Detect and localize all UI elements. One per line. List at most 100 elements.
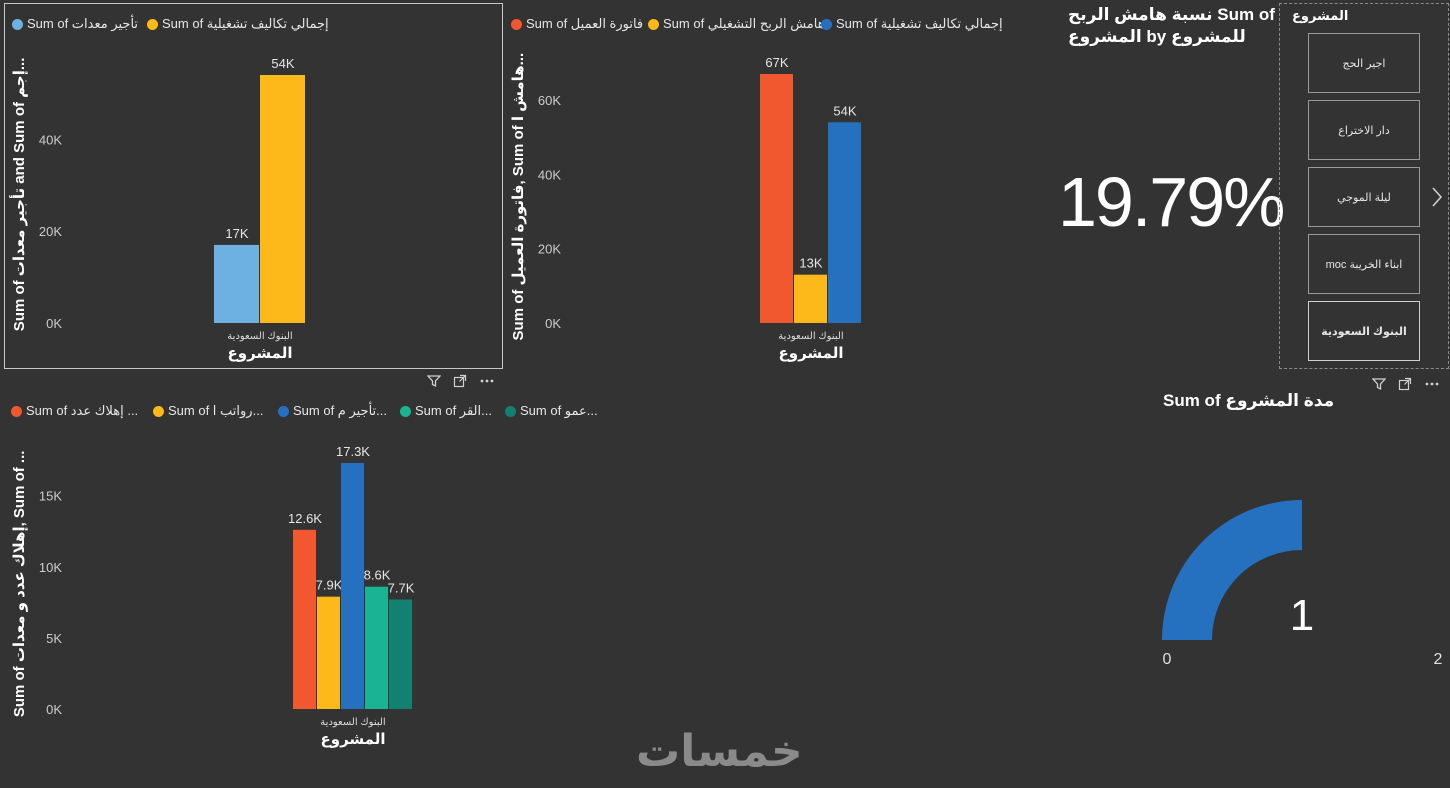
chart3-plot: 0K 5K 10K 15K Sum of إهلاك عدد و معدات, Sum … (11, 444, 415, 748)
chart1-plot: 0K 20K 40K Sum of تأجير معدات and Sum of إج… (9, 56, 305, 362)
data-label: 17.3K (336, 444, 370, 459)
legend-marker (147, 18, 158, 30)
legend-label: Sum of إهلاك عدد ... (26, 403, 139, 418)
legend-item[interactable]: Sum of القر... (400, 403, 492, 419)
data-label: 8.6K (364, 568, 391, 583)
slicer-item-invention[interactable]: دار الاختراع (1308, 100, 1420, 160)
legend-marker (511, 18, 522, 30)
y-tick-label: 40K (538, 167, 561, 182)
gauge-title: Sum of مدة المشروع (1163, 391, 1335, 410)
legend-label: Sum of رواتب ا... (168, 403, 264, 418)
y-tick-label: 5K (46, 631, 62, 646)
y-tick-label: 20K (39, 224, 62, 239)
legend-marker (505, 405, 516, 417)
legend-item[interactable]: Sum of تأجير م... (278, 403, 387, 419)
focus-mode-icon[interactable] (1398, 377, 1412, 394)
kpi-value: 19.79% (1058, 163, 1285, 241)
data-label: 12.6K (288, 511, 322, 526)
bar[interactable] (317, 596, 340, 709)
data-label: 7.9K (316, 578, 343, 593)
gauge-arc (1162, 500, 1302, 640)
slicer-title: المشروع (1292, 8, 1349, 23)
x-category-label: البنوك السعودية (778, 331, 843, 342)
legend-label: Sum of إجمالي تكاليف تشغيلية (836, 16, 1003, 31)
bar[interactable] (365, 586, 388, 709)
legend-item[interactable]: Sum of تأجير معدات (12, 16, 138, 32)
x-axis-title: المشروع (779, 345, 844, 362)
legend-marker (11, 405, 22, 417)
bar[interactable] (794, 274, 827, 323)
legend-label: Sum of تأجير معدات (27, 16, 139, 31)
y-tick-label: 20K (538, 242, 561, 257)
legend-item[interactable]: Sum of إجمالي تكاليف تشغيلية (147, 16, 329, 32)
chart2-plot: 0K 20K 40K 60K Sum of فاتورة العميل, Sum of … (510, 53, 861, 362)
y-axis-title: Sum of إهلاك عدد و معدات, Sum of ... (11, 451, 28, 718)
slicer-item-hajj[interactable]: اجير الحج (1308, 33, 1420, 93)
kpi-title-line1: نسبة هامش الربح Sum of (1068, 5, 1275, 24)
y-tick-label: 0K (46, 702, 62, 717)
gauge-value: 1 (1290, 591, 1314, 640)
bar[interactable] (341, 463, 364, 709)
y-tick-label: 15K (39, 489, 62, 504)
legend-label: Sum of فاتورة العميل (526, 16, 644, 31)
x-category-label: البنوك السعودية (227, 331, 292, 342)
legend-label: Sum of تأجير م... (293, 403, 388, 418)
bar[interactable] (293, 529, 316, 709)
bar[interactable] (828, 122, 861, 323)
watermark-logo: خمسات (636, 727, 803, 776)
y-tick-label: 0K (46, 316, 62, 331)
bar[interactable] (214, 244, 259, 323)
y-tick-label: 10K (39, 560, 62, 575)
kpi-title-line2: المشروع by للمشروع (1068, 27, 1246, 46)
y-tick-label: 60K (538, 93, 561, 108)
x-axis-title: المشروع (321, 731, 386, 748)
filter-icon[interactable] (426, 374, 442, 391)
legend-label: Sum of القر... (415, 403, 492, 418)
legend-marker (278, 405, 289, 417)
legend-marker (400, 405, 411, 417)
legend-label: Sum of عمو... (520, 403, 598, 418)
legend-item[interactable]: Sum of رواتب ا... (153, 403, 263, 419)
gauge-max: 2 (1434, 651, 1443, 668)
more-options-icon[interactable] (479, 374, 495, 391)
legend-item[interactable]: Sum of إهلاك عدد ... (11, 403, 138, 419)
y-tick-label: 0K (545, 316, 561, 331)
data-label: 17K (225, 226, 248, 241)
legend-item[interactable]: Sum of عمو... (505, 403, 598, 419)
data-label: 54K (833, 103, 856, 118)
legend-label: Sum of هامش الربح التشغيلي (663, 16, 825, 31)
chart1-visual[interactable] (4, 3, 503, 369)
x-axis-title: المشروع (228, 345, 293, 362)
slicer-item-laila[interactable]: ليلة الموجي (1308, 167, 1420, 227)
data-label: 54K (271, 56, 294, 71)
y-tick-label: 40K (39, 132, 62, 147)
y-axis-title: Sum of فاتورة العميل, Sum of هامش ا... (510, 53, 527, 341)
legend-item[interactable]: Sum of فاتورة العميل (511, 16, 643, 32)
data-label: 7.7K (388, 581, 415, 596)
more-options-icon[interactable] (1424, 377, 1440, 394)
slicer-item-khraiba[interactable]: moc ابناء الخريبة (1308, 234, 1420, 294)
legend-marker (12, 18, 23, 30)
x-category-label: البنوك السعودية (320, 717, 385, 728)
slicer-visual (1279, 3, 1449, 369)
filter-icon[interactable] (1371, 377, 1387, 394)
bar[interactable] (260, 75, 305, 323)
chart1-header-icons (426, 374, 495, 391)
legend-marker (821, 18, 832, 30)
legend-item[interactable]: Sum of هامش الربح التشغيلي (648, 16, 825, 32)
legend-marker (153, 405, 164, 417)
y-axis-title: Sum of تأجير معدات and Sum of إجم... (9, 58, 28, 332)
bar[interactable] (760, 74, 793, 323)
kpi-title: نسبة هامش الربح Sum of المشروع by للمشرو… (1068, 4, 1278, 48)
legend-marker (648, 18, 659, 30)
gauge-min: 0 (1163, 651, 1172, 668)
chevron-right-icon[interactable] (1431, 186, 1443, 213)
focus-mode-icon[interactable] (453, 374, 467, 391)
data-label: 13K (799, 256, 822, 271)
gauge-visual: 1 0 2 (1162, 500, 1443, 668)
data-label: 67K (765, 55, 788, 70)
legend-label: Sum of إجمالي تكاليف تشغيلية (162, 16, 329, 31)
legend-item[interactable]: Sum of إجمالي تكاليف تشغيلية (821, 16, 1003, 32)
bar[interactable] (389, 599, 412, 709)
slicer-item-saudi-banks[interactable]: البنوك السعودية (1308, 301, 1420, 361)
